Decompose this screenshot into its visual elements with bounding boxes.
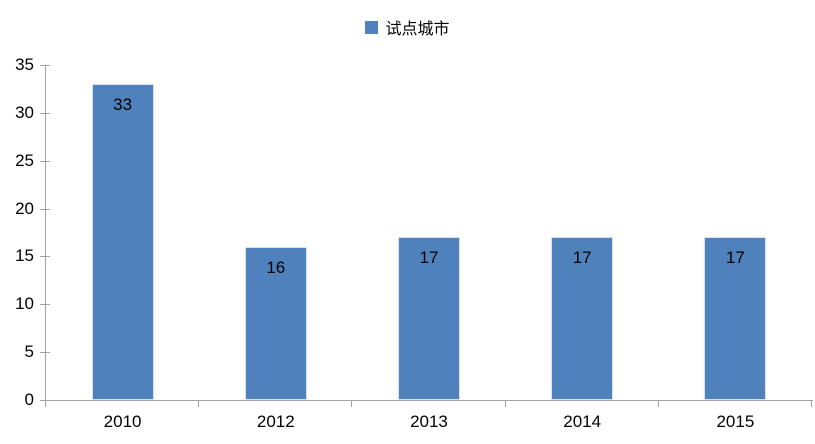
y-axis-tick bbox=[40, 256, 50, 258]
bar-2012: 16 bbox=[244, 246, 307, 400]
x-axis-category-label: 2013 bbox=[410, 412, 448, 431]
y-axis-tick-label: 30 bbox=[15, 102, 34, 122]
y-axis-tick-label: 35 bbox=[15, 55, 34, 74]
y-axis-tick-label: 20 bbox=[15, 198, 34, 218]
x-axis-tick bbox=[504, 400, 506, 407]
y-axis-tick bbox=[40, 352, 50, 354]
legend: 试点城市 bbox=[0, 15, 815, 39]
x-axis-tick bbox=[45, 400, 46, 407]
x-axis-category-label: 2014 bbox=[563, 412, 602, 431]
bar-value-label: 17 bbox=[419, 248, 439, 268]
bar-2015: 17 bbox=[704, 237, 767, 400]
x-axis-tick bbox=[351, 400, 353, 407]
y-axis-tick-label: 25 bbox=[15, 150, 34, 170]
y-axis-tick bbox=[40, 304, 50, 306]
bar-2014: 17 bbox=[551, 237, 614, 400]
bar-value-label: 33 bbox=[113, 95, 133, 115]
bar-2010: 33 bbox=[91, 84, 154, 400]
y-axis-tick-label: 10 bbox=[15, 294, 34, 314]
y-axis-tick-label: 15 bbox=[15, 246, 34, 266]
y-axis-tick-label: 0 bbox=[24, 390, 34, 409]
legend-marker-icon bbox=[365, 20, 379, 34]
x-axis-category-label: 2012 bbox=[256, 412, 295, 431]
x-axis-category-label: 2015 bbox=[716, 412, 755, 431]
legend-label: 试点城市 bbox=[385, 21, 450, 38]
bar-value-label: 17 bbox=[572, 248, 592, 268]
bar-value-label: 17 bbox=[725, 248, 745, 268]
x-axis-tick bbox=[811, 400, 812, 407]
y-axis-tick bbox=[40, 208, 50, 210]
bar-value-label: 16 bbox=[266, 257, 286, 277]
y-axis-tick bbox=[40, 65, 50, 66]
x-axis-category-label: 2010 bbox=[103, 412, 142, 431]
x-axis-tick bbox=[198, 400, 200, 407]
y-axis-tick-label: 5 bbox=[24, 342, 34, 362]
y-axis-tick bbox=[40, 112, 50, 114]
x-axis-tick bbox=[657, 400, 659, 407]
bar-2013: 17 bbox=[398, 237, 460, 400]
y-axis-tick bbox=[40, 160, 50, 162]
y-axis-line bbox=[45, 65, 46, 407]
x-axis-line bbox=[45, 400, 813, 401]
